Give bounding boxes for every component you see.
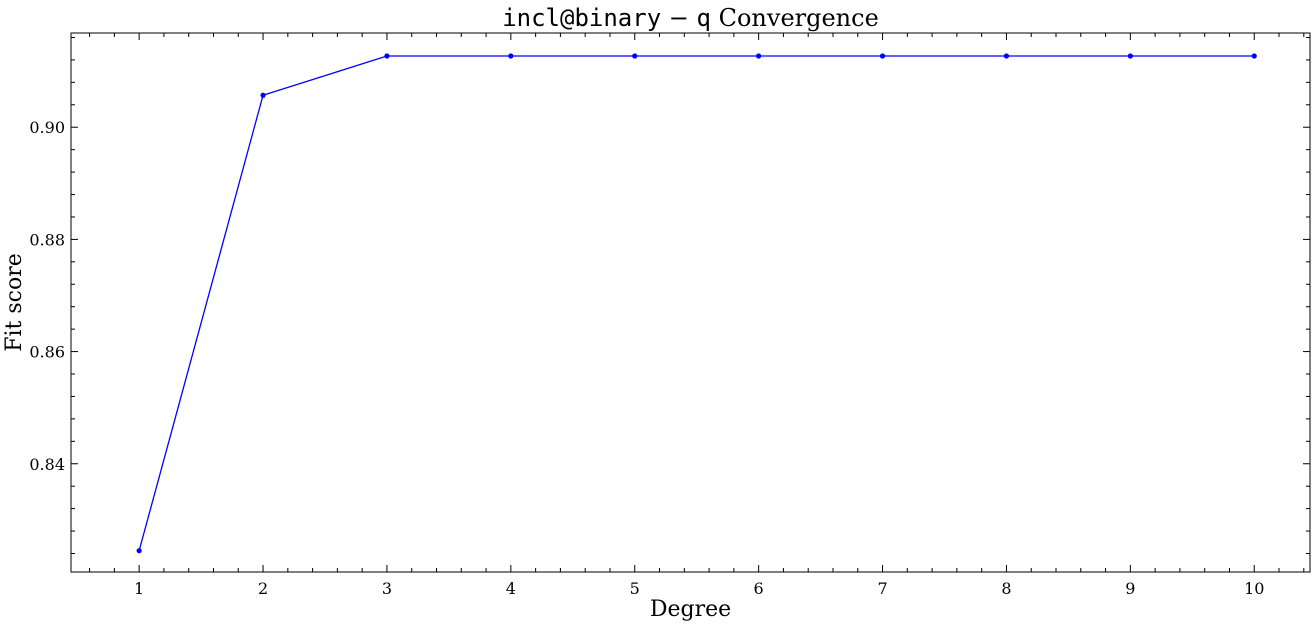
data-point (260, 92, 266, 98)
x-axis: 1 2 3 4 5 6 7 8 9 10 (89, 33, 1305, 598)
x-tick-label: 3 (382, 579, 392, 598)
y-tick-label: 0.84 (29, 455, 65, 474)
y-tick-label: 0.88 (29, 230, 65, 249)
series-line (138, 55, 1255, 551)
data-point (136, 548, 142, 554)
data-point (508, 53, 514, 59)
x-tick-label: 4 (506, 579, 516, 598)
y-axis: 0.84 0.86 0.88 0.90 (29, 36, 1310, 554)
title-part-3: Convergence (711, 4, 879, 32)
data-point (756, 53, 762, 59)
x-tick-label: 7 (877, 579, 887, 598)
plot-area (70, 32, 1311, 573)
data-point (1003, 53, 1010, 59)
y-tick-label: 0.90 (29, 118, 65, 137)
title-part-1: − (661, 4, 696, 32)
plot-frame (70, 32, 1311, 573)
data-point (384, 53, 390, 59)
x-tick-label: 1 (134, 579, 144, 598)
x-tick-label: 9 (1125, 579, 1135, 598)
data-point (632, 53, 638, 59)
y-tick-label: 0.86 (29, 343, 65, 362)
x-tick-label: 8 (1001, 579, 1011, 598)
title-part-2: q (697, 4, 711, 32)
x-tick-label: 6 (754, 579, 764, 598)
x-tick-label: 5 (630, 579, 640, 598)
x-axis-label: Degree (650, 597, 731, 622)
x-tick-label: 2 (258, 579, 268, 598)
data-point (1251, 53, 1257, 59)
chart-title: incl@binary − q Convergence (502, 4, 879, 32)
data-point (879, 53, 886, 59)
x-tick-label: 10 (1244, 579, 1264, 598)
y-axis-label: Fit score (2, 253, 27, 352)
title-part-0: incl@binary (502, 4, 661, 32)
series-layer (136, 53, 1257, 554)
data-point (1127, 53, 1133, 59)
